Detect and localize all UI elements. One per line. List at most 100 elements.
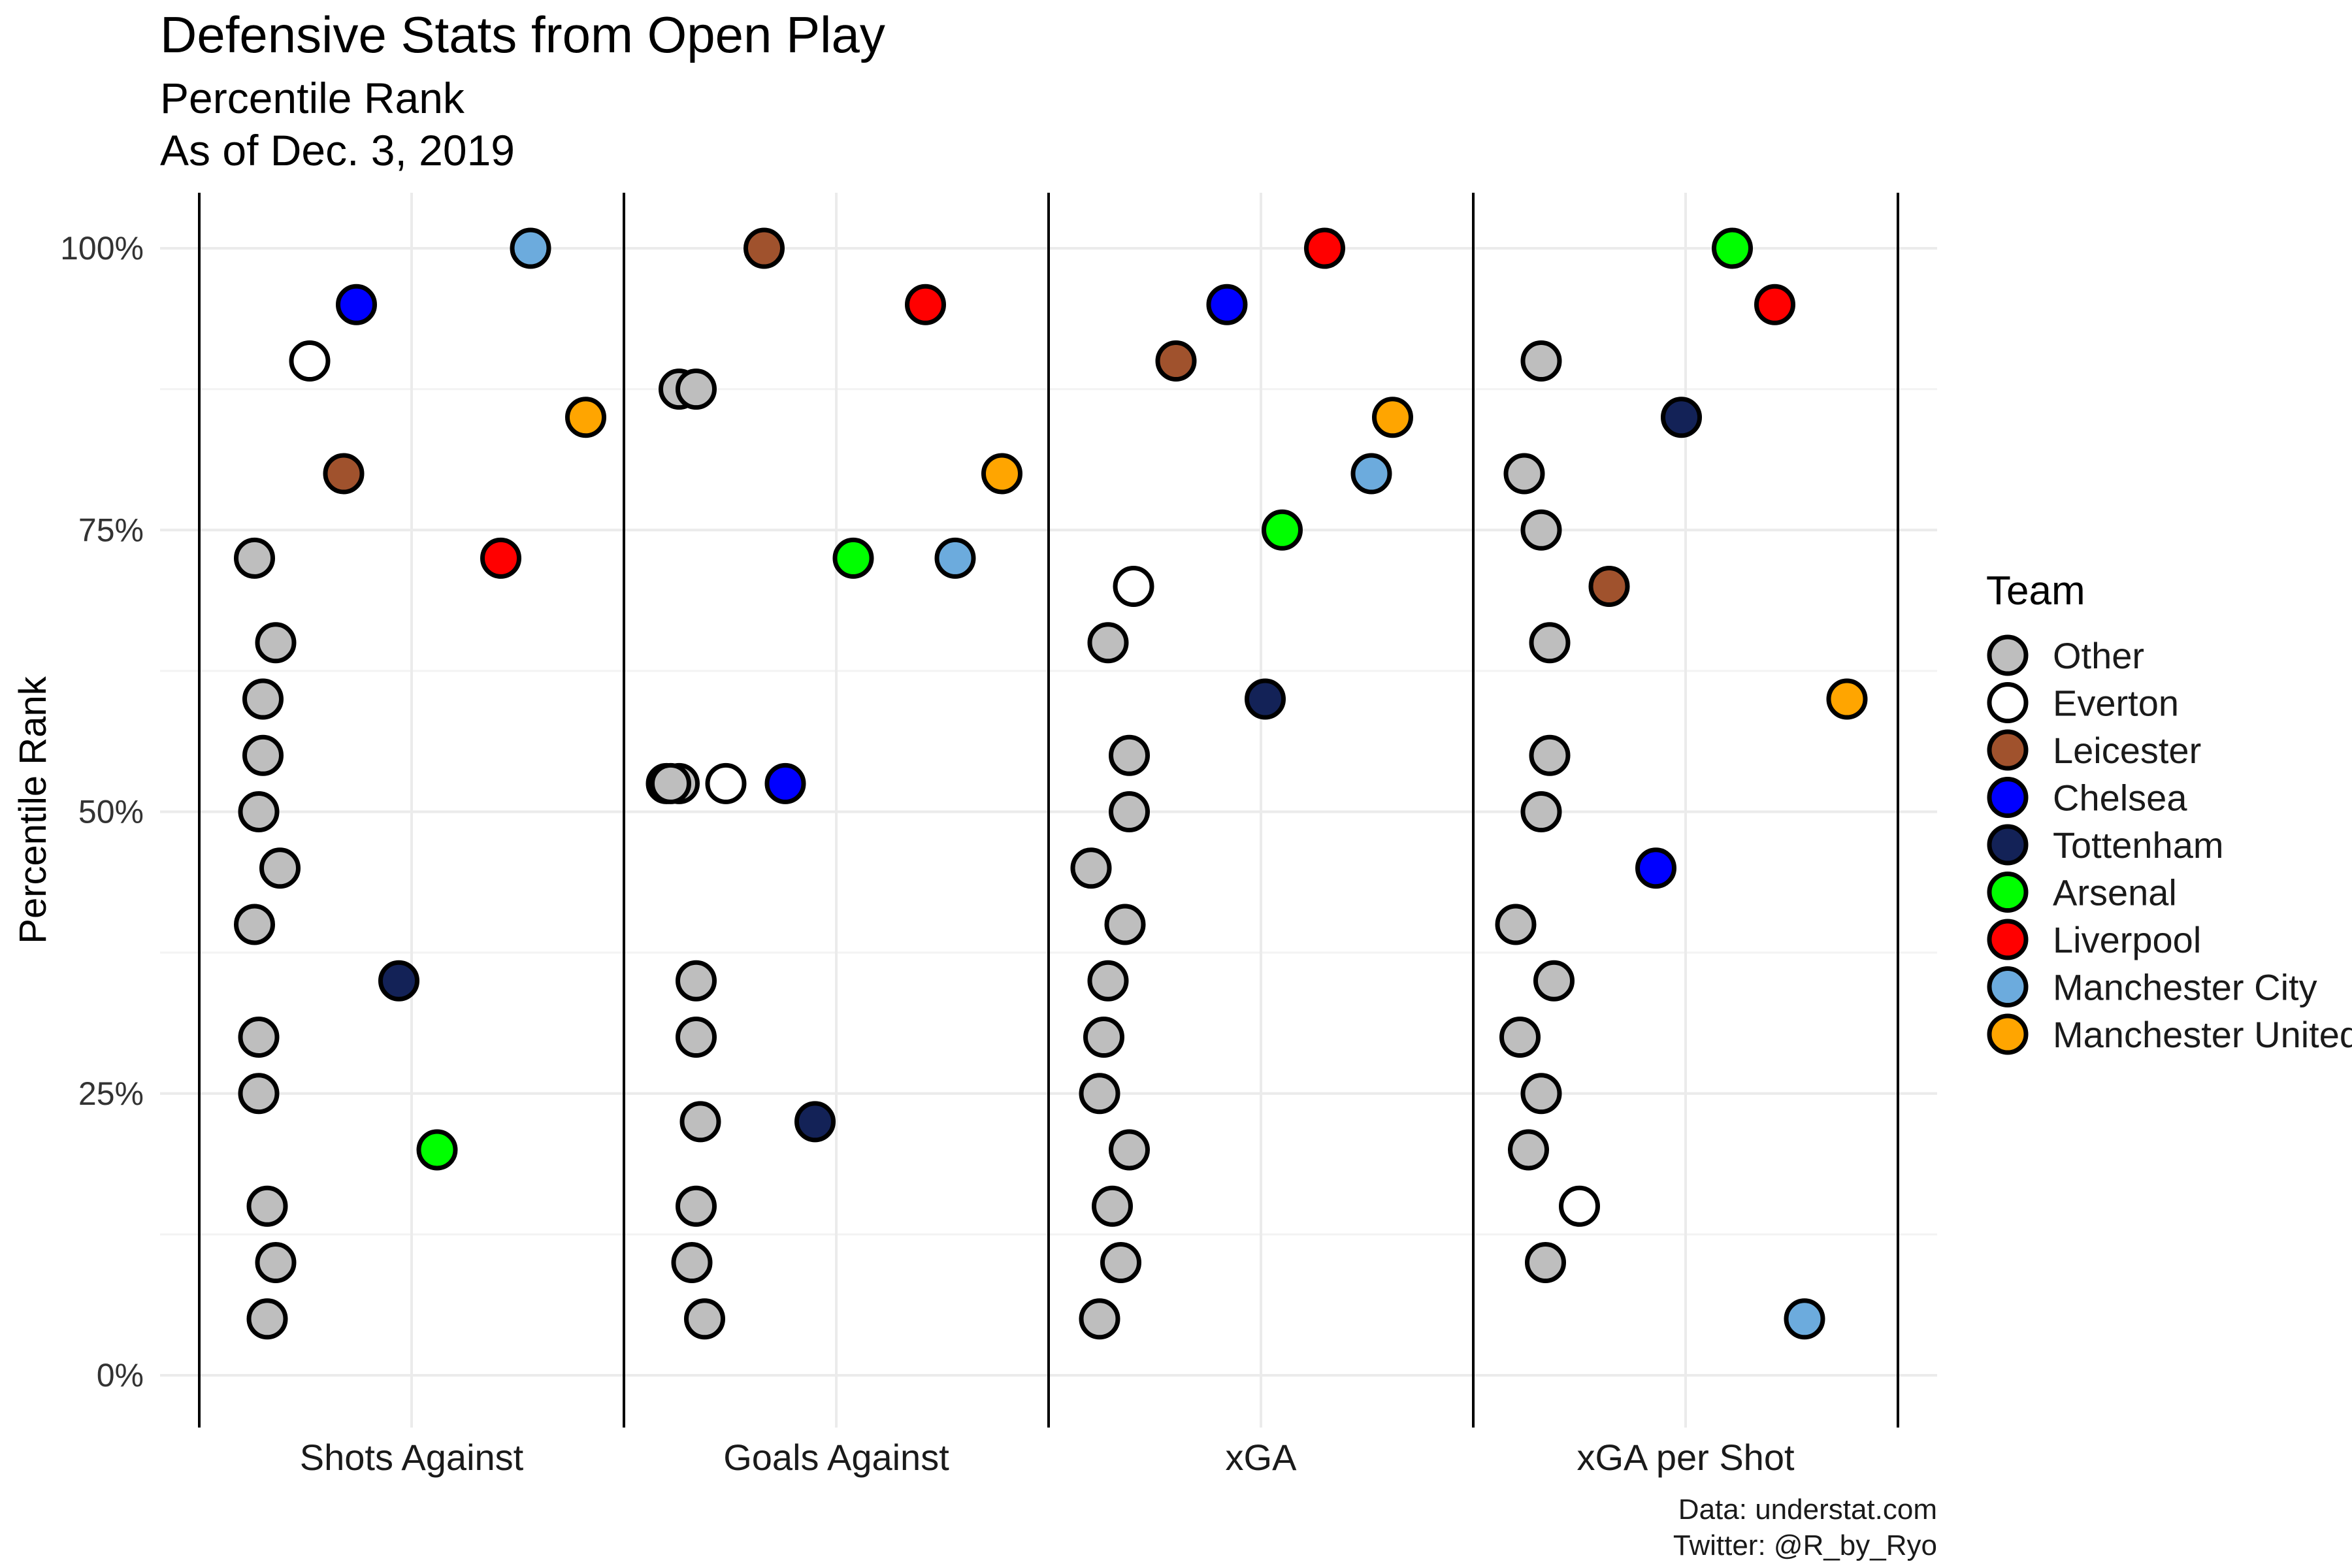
legend-swatch-leicester [1987,729,2029,771]
data-point-other [1520,509,1562,551]
data-point-everton [1113,566,1154,607]
legend-swatch-everton [1987,682,2029,723]
data-point-other [1079,1073,1120,1115]
legend-items: Other Everton Leicester Chelsea Tottenham Ars… [1987,634,2352,1055]
legend-label-liverpool: Liverpool [2053,919,2201,960]
data-point-tottenham [378,960,419,1002]
chart-subtitle-line-2: As of Dec. 3, 2019 [160,126,515,174]
legend-label-everton: Everton [2053,683,2179,724]
data-points [234,227,1868,1340]
data-point-chelsea [764,762,806,804]
data-point-arsenal [1712,227,1753,269]
legend-label-manchester-city: Manchester City [2053,967,2317,1008]
data-point-everton [1559,1185,1600,1227]
data-point-manchester-united [1372,397,1413,438]
data-point-tottenham [794,1101,836,1143]
data-point-other [676,368,717,410]
data-point-other [255,1242,297,1283]
x-axis-category-labels: Shots Against Goals Against xGA xGA per Sho… [300,1437,1795,1478]
data-point-other [676,1185,717,1227]
chart-title: Defensive Stats from Open Play [160,6,885,63]
data-point-other [1503,453,1545,495]
legend: Team Other Everton Leicester Chelsea Tottenh… [1986,568,2352,1055]
legend-label-arsenal: Arsenal [2053,872,2177,913]
legend-swatch-other [1987,634,2029,676]
data-point-arsenal [416,1129,458,1171]
data-point-leicester [1155,340,1197,382]
caption-data-source: Data: understat.com [1678,1494,1937,1526]
data-point-other [1109,734,1150,776]
data-point-other [238,1073,280,1115]
data-point-other [1083,1017,1124,1058]
data-point-arsenal [832,537,874,579]
data-point-everton [289,340,331,382]
data-point-chelsea [1206,284,1248,325]
y-tick-label: 0% [97,1357,144,1394]
data-point-other [1100,1242,1141,1283]
data-point-other [234,904,275,945]
data-point-everton [705,762,747,804]
data-point-tottenham [1661,397,1702,438]
legend-swatch-manchester-united [1987,1013,2029,1055]
x-category-label: xGA [1226,1437,1298,1478]
y-axis-ticks: 0% 25% 50% 75% 100% [60,230,144,1394]
legend-swatch-liverpool [1987,919,2029,960]
data-point-other [676,1017,717,1058]
data-point-other [1070,847,1112,889]
legend-swatch-chelsea [1987,777,2029,818]
data-point-other [671,1242,713,1283]
data-point-other [246,1185,288,1227]
y-tick-label: 50% [78,794,144,830]
y-tick-label: 100% [60,230,144,267]
data-point-other [1520,791,1562,832]
data-point-leicester [323,453,365,495]
data-point-other [238,1017,280,1058]
data-point-other [676,960,717,1002]
data-point-other [255,622,297,664]
data-point-manchester-city [1350,453,1392,495]
data-point-manchester-city [510,227,551,269]
data-point-manchester-city [934,537,976,579]
data-point-manchester-city [1784,1298,1825,1340]
data-point-liverpool [905,284,946,325]
legend-label-tottenham: Tottenham [2053,825,2224,866]
data-point-other [1087,622,1129,664]
data-point-other [246,1298,288,1340]
data-point-other [684,1298,725,1340]
data-point-tottenham [1245,678,1286,720]
data-point-manchester-united [565,397,606,438]
legend-label-other: Other [2053,635,2144,676]
data-point-other [679,1101,721,1143]
data-point-other [650,762,691,804]
caption-twitter: Twitter: @R_by_Ryo [1673,1529,1937,1561]
data-point-liverpool [480,537,521,579]
data-point-other [1520,340,1562,382]
legend-title: Team [1986,568,2085,613]
data-point-other [242,678,284,720]
legend-swatch-manchester-city [1987,966,2029,1007]
y-axis-title: Percentile Rank [12,676,54,943]
data-point-other [1104,904,1146,945]
legend-label-leicester: Leicester [2053,730,2201,771]
data-point-other [1499,1017,1541,1058]
data-point-other [1079,1298,1120,1340]
chart-subtitle-line-1: Percentile Rank [160,74,465,122]
x-category-label: xGA per Shot [1576,1437,1795,1478]
x-category-label: Shots Against [300,1437,524,1478]
data-point-other [1529,734,1571,776]
y-tick-label: 25% [78,1075,144,1112]
data-point-other [1495,904,1537,945]
legend-swatch-arsenal [1987,872,2029,913]
data-point-liverpool [1754,284,1795,325]
x-category-label: Goals Against [723,1437,949,1478]
data-point-other [1092,1185,1133,1227]
data-point-other [1508,1129,1549,1171]
data-point-other [1109,791,1150,832]
data-point-manchester-united [1826,678,1868,720]
data-point-other [1087,960,1129,1002]
data-point-other [1109,1129,1150,1171]
y-tick-label: 75% [78,512,144,548]
data-point-other [1529,622,1571,664]
data-point-liverpool [1304,227,1345,269]
